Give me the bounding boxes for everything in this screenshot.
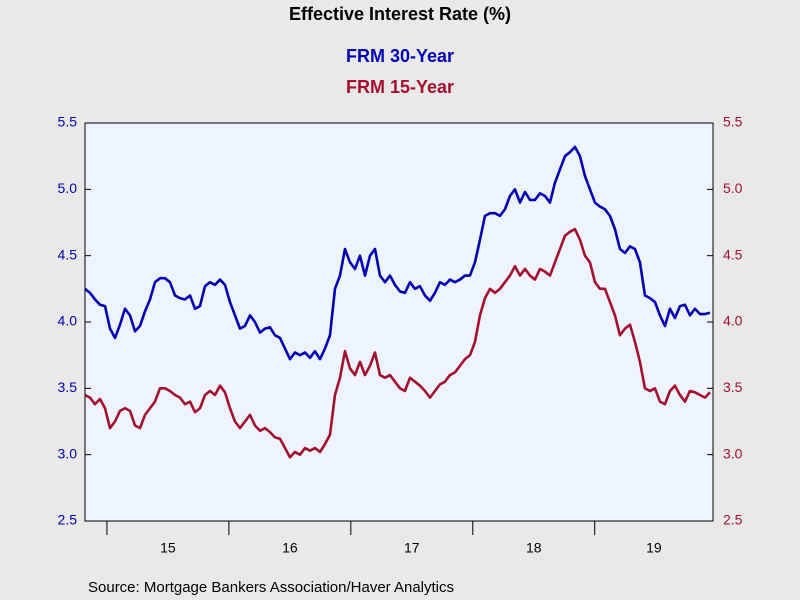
x-tick-label: 15 xyxy=(160,540,176,556)
legend-entry: FRM 30-Year xyxy=(346,46,454,66)
source-note: Source: Mortgage Bankers Association/Hav… xyxy=(88,579,454,596)
x-tick-label: 19 xyxy=(646,540,662,556)
y-tick-label: 3.0 xyxy=(58,445,78,461)
y-tick-label: 3.5 xyxy=(58,379,78,395)
series-line xyxy=(84,145,711,361)
y-tick-label: 4.0 xyxy=(58,313,78,329)
legend-entry: FRM 15-Year xyxy=(346,77,454,97)
y-tick-label: 4.5 xyxy=(58,246,78,262)
y2-tick-label: 3.5 xyxy=(723,379,743,395)
x-tick-label: 18 xyxy=(526,540,542,556)
y2-tick-label: 3.0 xyxy=(723,445,743,461)
y2-tick-label: 5.5 xyxy=(723,114,743,130)
x-tick-label: 17 xyxy=(404,540,420,556)
x-tick-label: 16 xyxy=(282,540,298,556)
y2-tick-label: 5.0 xyxy=(723,180,743,196)
y-tick-label: 5.5 xyxy=(58,114,78,130)
chart-title: Effective Interest Rate (%) xyxy=(289,4,511,24)
y-tick-label: 2.5 xyxy=(58,512,78,528)
plot-area xyxy=(84,122,714,522)
y-tick-label: 5.0 xyxy=(58,180,78,196)
y2-tick-label: 2.5 xyxy=(723,512,743,528)
series-line xyxy=(84,227,711,459)
y2-tick-label: 4.0 xyxy=(723,313,743,329)
y2-tick-label: 4.5 xyxy=(723,246,743,262)
